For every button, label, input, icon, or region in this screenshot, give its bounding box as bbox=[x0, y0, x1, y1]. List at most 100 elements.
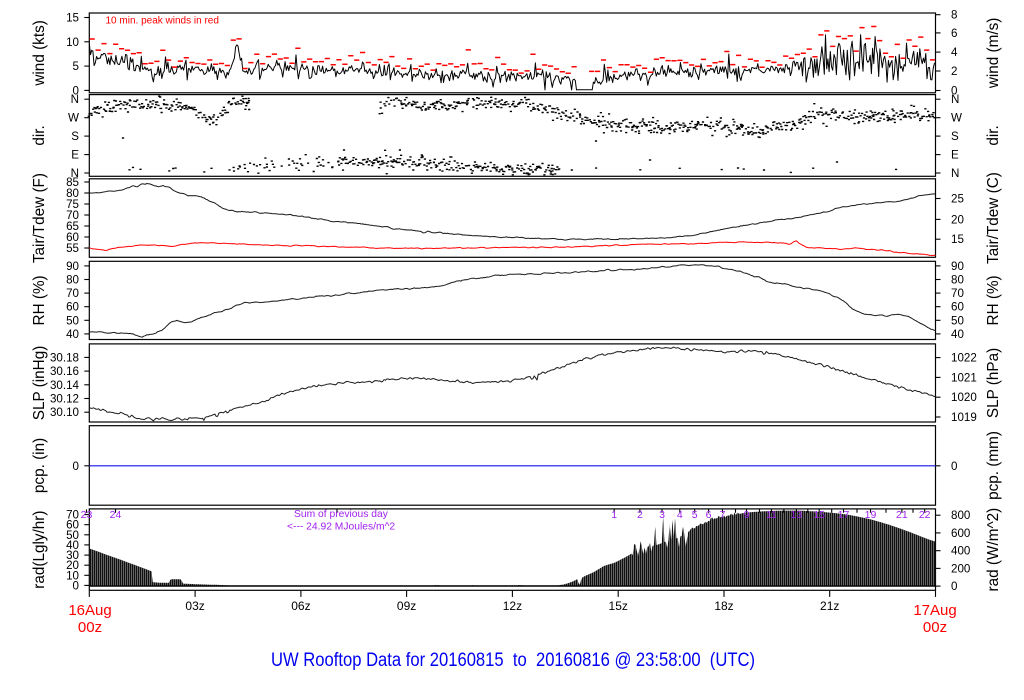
svg-text:Tair/Tdew (C): Tair/Tdew (C) bbox=[985, 172, 1002, 264]
svg-text:0: 0 bbox=[951, 580, 957, 593]
svg-text:50: 50 bbox=[66, 314, 79, 327]
svg-text:RH (%): RH (%) bbox=[31, 275, 48, 325]
svg-text:3: 3 bbox=[659, 509, 665, 521]
svg-text:70: 70 bbox=[66, 287, 79, 300]
svg-text:60: 60 bbox=[66, 301, 79, 314]
svg-text:2: 2 bbox=[637, 509, 643, 521]
svg-text:60: 60 bbox=[66, 231, 79, 244]
svg-text:0: 0 bbox=[951, 460, 957, 473]
svg-text:600: 600 bbox=[951, 527, 970, 540]
svg-text:200: 200 bbox=[951, 562, 970, 575]
svg-text:W: W bbox=[951, 112, 962, 125]
svg-text:0: 0 bbox=[951, 85, 957, 98]
svg-text:dir.: dir. bbox=[31, 125, 48, 145]
svg-text:S: S bbox=[71, 130, 79, 143]
svg-text:0: 0 bbox=[73, 579, 79, 592]
svg-text:80: 80 bbox=[66, 187, 79, 200]
svg-text:30.14: 30.14 bbox=[50, 379, 80, 392]
svg-text:Tair/Tdew (F): Tair/Tdew (F) bbox=[31, 173, 48, 263]
svg-text:1019: 1019 bbox=[951, 411, 977, 424]
svg-text:1020: 1020 bbox=[951, 391, 977, 404]
svg-text:90: 90 bbox=[66, 260, 79, 273]
svg-text:E: E bbox=[71, 149, 79, 162]
svg-text:2: 2 bbox=[951, 65, 957, 78]
svg-text:wind (m/s): wind (m/s) bbox=[985, 18, 1002, 90]
svg-text:9: 9 bbox=[744, 509, 750, 521]
svg-text:W: W bbox=[68, 112, 79, 125]
svg-text:dir.: dir. bbox=[985, 125, 1002, 145]
svg-text:<--- 24.92 MJoules/m^2: <--- 24.92 MJoules/m^2 bbox=[287, 522, 395, 533]
svg-text:10: 10 bbox=[66, 569, 79, 582]
svg-text:17: 17 bbox=[838, 509, 850, 521]
svg-text:16Aug: 16Aug bbox=[68, 602, 111, 619]
svg-text:30.18: 30.18 bbox=[50, 351, 79, 364]
svg-text:0: 0 bbox=[73, 460, 79, 473]
svg-text:21z: 21z bbox=[820, 599, 839, 613]
svg-text:25: 25 bbox=[951, 193, 964, 206]
svg-text:15: 15 bbox=[951, 233, 964, 246]
svg-text:N: N bbox=[951, 93, 959, 106]
svg-text:40: 40 bbox=[66, 328, 79, 341]
svg-text:1: 1 bbox=[611, 509, 617, 521]
svg-text:SLP (hPa): SLP (hPa) bbox=[985, 348, 1002, 418]
svg-text:23: 23 bbox=[81, 509, 93, 521]
svg-text:70: 70 bbox=[66, 209, 79, 222]
svg-text:N: N bbox=[951, 167, 959, 180]
svg-text:10 min. peak winds in red: 10 min. peak winds in red bbox=[106, 16, 219, 27]
svg-text:5: 5 bbox=[692, 509, 698, 521]
svg-text:4: 4 bbox=[951, 46, 958, 59]
svg-text:rad (W/m^2): rad (W/m^2) bbox=[985, 508, 1002, 592]
svg-text:1021: 1021 bbox=[951, 371, 977, 384]
svg-text:85: 85 bbox=[66, 176, 79, 189]
svg-text:10: 10 bbox=[66, 36, 79, 49]
svg-text:13: 13 bbox=[791, 509, 803, 521]
svg-text:03z: 03z bbox=[185, 599, 204, 613]
svg-text:90: 90 bbox=[951, 260, 964, 273]
svg-text:21: 21 bbox=[896, 509, 908, 521]
svg-text:50: 50 bbox=[66, 529, 79, 542]
svg-text:40: 40 bbox=[951, 328, 964, 341]
svg-text:0: 0 bbox=[73, 84, 79, 97]
svg-text:pcp. (in): pcp. (in) bbox=[31, 438, 48, 493]
svg-text:wind (kts): wind (kts) bbox=[31, 20, 48, 86]
svg-text:24: 24 bbox=[110, 509, 122, 521]
svg-text:N: N bbox=[71, 167, 79, 180]
svg-text:60: 60 bbox=[951, 301, 964, 314]
svg-text:5: 5 bbox=[73, 60, 79, 73]
svg-text:19: 19 bbox=[865, 509, 877, 521]
svg-text:UW Rooftop Data for 20160815: UW Rooftop Data for 20160815 to 20160816… bbox=[271, 650, 755, 671]
svg-text:18z: 18z bbox=[714, 599, 733, 613]
svg-text:400: 400 bbox=[951, 545, 970, 558]
svg-text:SLP (inHg): SLP (inHg) bbox=[31, 346, 48, 421]
svg-text:Sum of previous day: Sum of previous day bbox=[294, 509, 389, 520]
svg-text:00z: 00z bbox=[923, 619, 947, 636]
svg-text:30.10: 30.10 bbox=[50, 406, 79, 419]
svg-text:75: 75 bbox=[66, 198, 79, 211]
svg-text:09z: 09z bbox=[397, 599, 416, 613]
svg-text:1022: 1022 bbox=[951, 352, 977, 365]
svg-text:6: 6 bbox=[706, 509, 712, 521]
svg-text:65: 65 bbox=[66, 220, 79, 233]
svg-text:8: 8 bbox=[951, 9, 957, 22]
svg-text:06z: 06z bbox=[291, 599, 310, 613]
svg-text:S: S bbox=[951, 130, 959, 143]
svg-text:4: 4 bbox=[677, 509, 683, 521]
svg-text:30.16: 30.16 bbox=[50, 365, 79, 378]
svg-text:30.12: 30.12 bbox=[50, 393, 79, 406]
svg-text:E: E bbox=[951, 149, 959, 162]
svg-text:6: 6 bbox=[951, 27, 957, 40]
svg-text:pcp. (mm): pcp. (mm) bbox=[985, 431, 1002, 500]
svg-text:800: 800 bbox=[951, 509, 970, 522]
svg-text:RH (%): RH (%) bbox=[985, 275, 1002, 325]
svg-text:12z: 12z bbox=[503, 599, 522, 613]
svg-text:11: 11 bbox=[766, 509, 777, 521]
svg-text:15: 15 bbox=[66, 12, 79, 25]
svg-text:70: 70 bbox=[66, 509, 79, 522]
svg-text:60: 60 bbox=[66, 519, 79, 532]
svg-text:20: 20 bbox=[66, 559, 79, 572]
svg-text:55: 55 bbox=[66, 242, 79, 255]
svg-text:80: 80 bbox=[951, 274, 964, 287]
svg-text:80: 80 bbox=[66, 274, 79, 287]
svg-text:22: 22 bbox=[919, 509, 931, 521]
svg-text:17Aug: 17Aug bbox=[913, 602, 956, 619]
